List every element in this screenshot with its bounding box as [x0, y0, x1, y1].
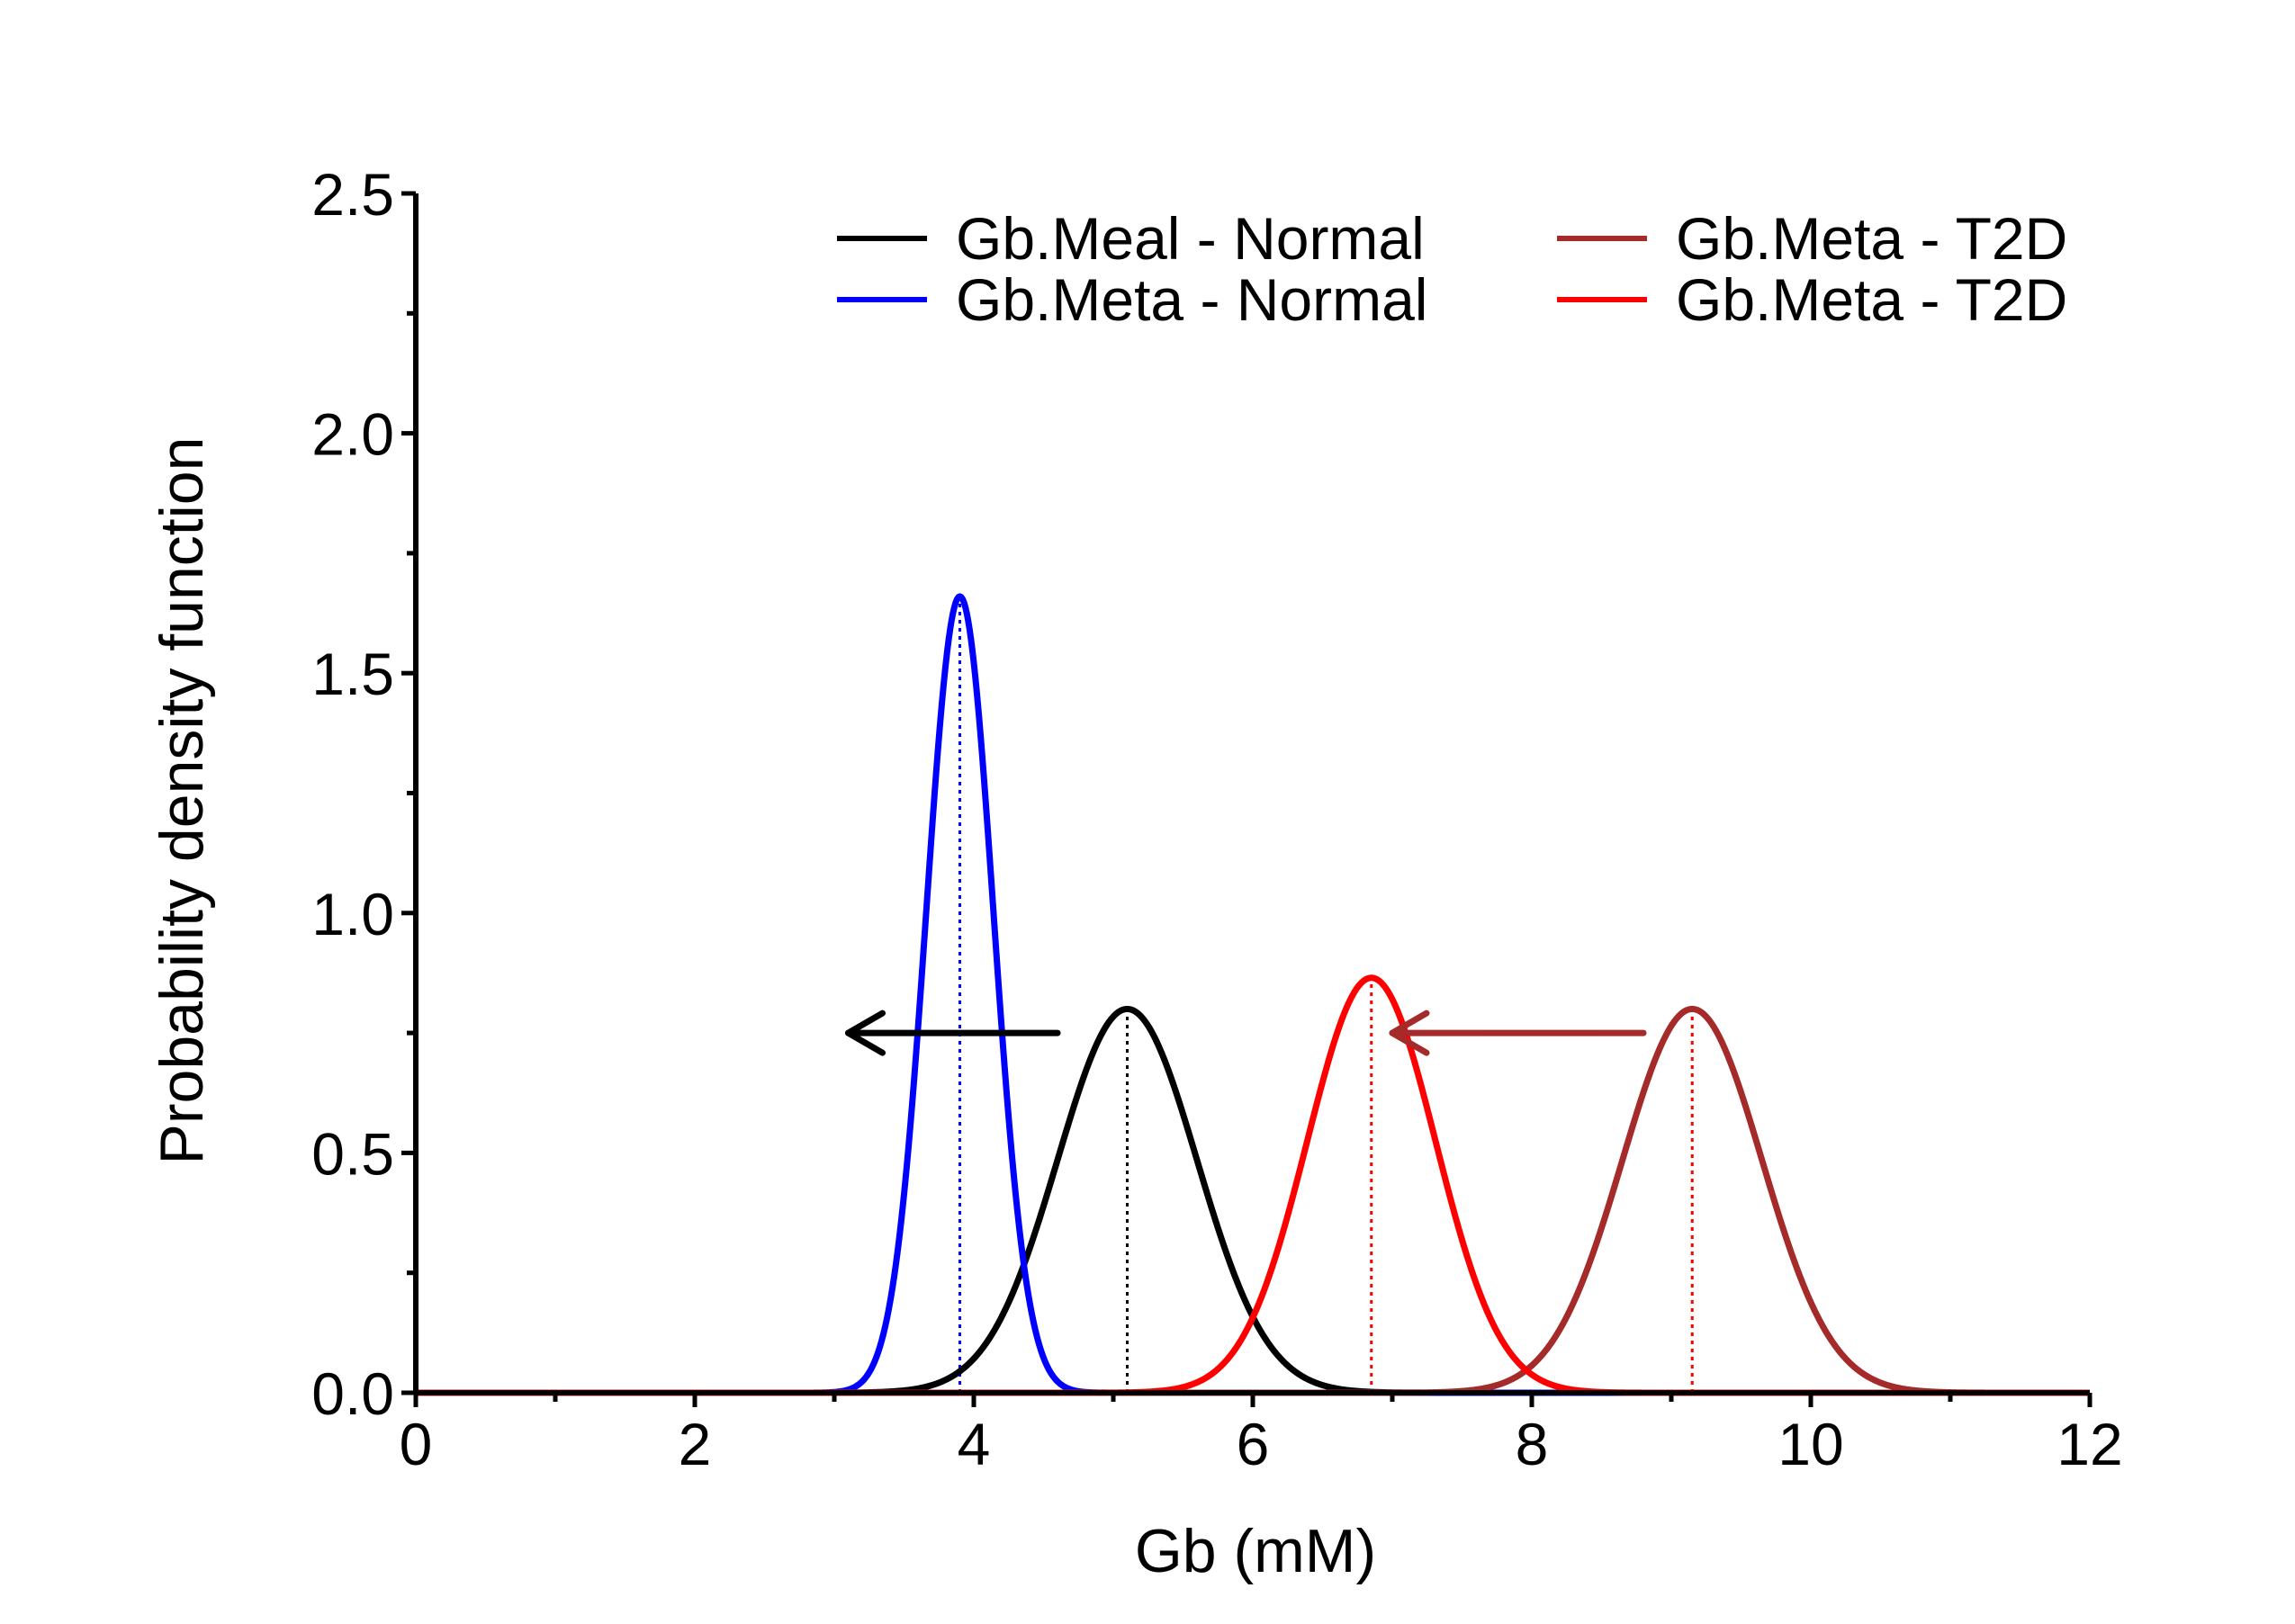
series-lines [414, 593, 2092, 1396]
mean-markers [958, 596, 1694, 1393]
legend-label: Gb.Meal - Normal [956, 205, 1425, 272]
shift-arrow-1 [1389, 1009, 1647, 1056]
legend-label: Gb.Meta - T2D [1676, 205, 2067, 272]
series-line-0 [414, 1005, 2092, 1396]
y-tick-label: 2.5 [311, 161, 394, 228]
shift-arrow-head-1 [1389, 1009, 1430, 1056]
series-line-3 [414, 974, 2092, 1396]
series-line-1 [414, 593, 2092, 1396]
shift-arrow-head-0 [845, 1009, 886, 1056]
x-tick-label: 6 [1237, 1411, 1270, 1477]
y-tick-label: 2.0 [311, 401, 394, 468]
y-tick-label: 1.5 [311, 641, 394, 707]
legend-entry-3: Gb.Meta - T2D [1557, 266, 2067, 333]
x-tick-label: 8 [1516, 1411, 1549, 1477]
y-tick-label: 0.0 [311, 1360, 394, 1427]
shift-arrow-0 [845, 1009, 1061, 1056]
series-line-2 [414, 1005, 2092, 1396]
x-tick-label: 2 [679, 1411, 712, 1477]
legend-entry-0: Gb.Meal - Normal [837, 205, 1425, 272]
legend-label: Gb.Meta - Normal [956, 266, 1427, 333]
y-axis-label: Probability density function [148, 437, 216, 1165]
axes: 0 2 4 6 8 10 12 0.0 0.5 1.0 1.5 2.0 2.5 [311, 161, 2122, 1477]
x-axis-label: Gb (mM) [1135, 1517, 1376, 1585]
x-tick-label: 12 [2056, 1411, 2122, 1477]
legend-label: Gb.Meta - T2D [1676, 266, 2067, 333]
x-tick-label: 0 [400, 1411, 433, 1477]
x-tick-label: 10 [1778, 1411, 1843, 1477]
legend-entry-1: Gb.Meta - Normal [837, 266, 1427, 333]
legend-entry-2: Gb.Meta - T2D [1557, 205, 2067, 272]
y-tick-label: 1.0 [311, 881, 394, 947]
shift-arrows [845, 1009, 1647, 1056]
x-tick-label: 4 [958, 1411, 991, 1477]
y-tick-label: 0.5 [311, 1120, 394, 1187]
